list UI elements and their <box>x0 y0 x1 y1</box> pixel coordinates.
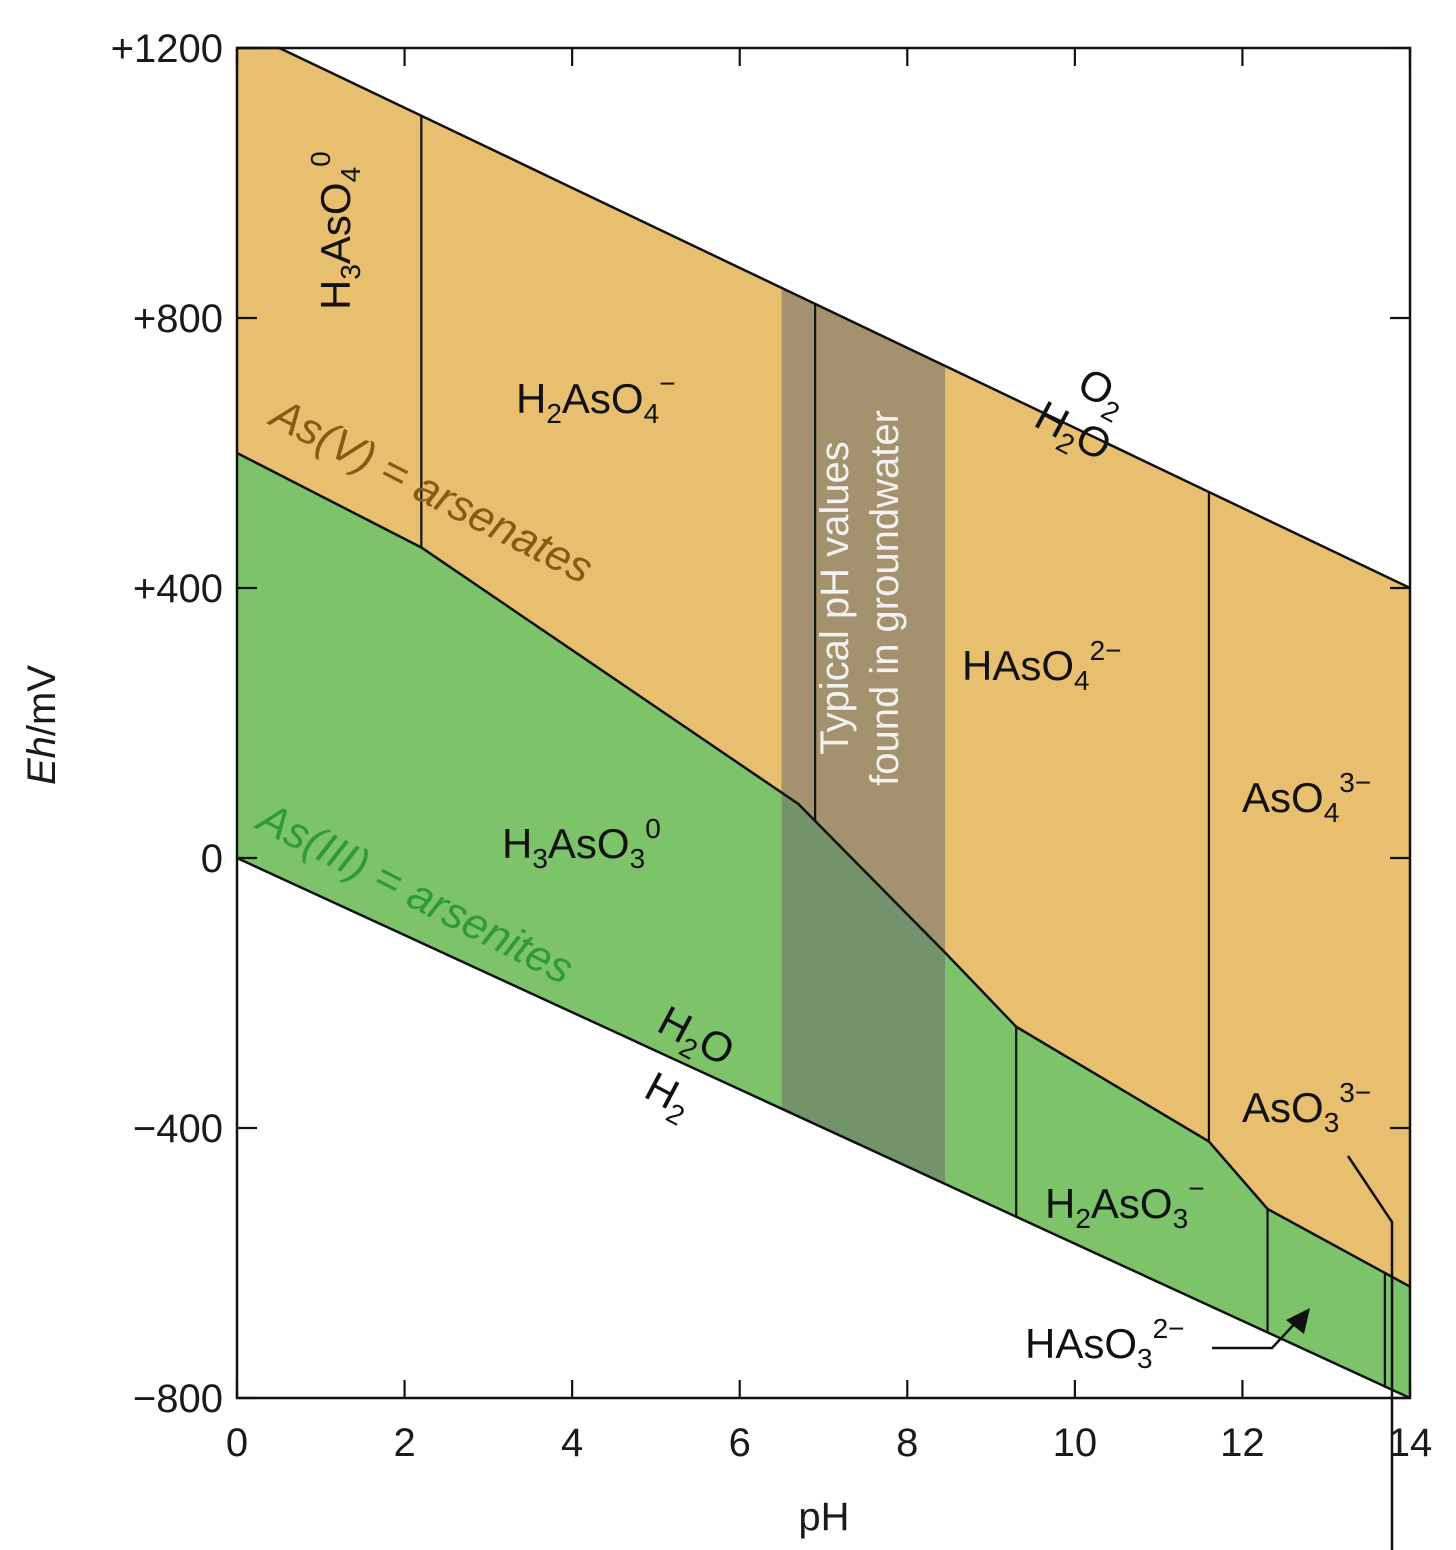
aso4-label: AsO43− <box>1242 767 1371 828</box>
x-tick-label: 2 <box>393 1421 415 1465</box>
o2-h2o-line <box>237 46 1411 590</box>
h2aso3-label: H2AsO3− <box>1045 1173 1205 1234</box>
x-tick-labels: 0 2 4 6 8 10 12 14 <box>226 1421 1432 1465</box>
x-tick-label: 8 <box>896 1421 918 1465</box>
h3aso4-label: H3AsO40 <box>305 151 366 310</box>
groundwater-band-label: Typical pH values found in groundwater <box>813 410 907 786</box>
haso3-label: HAsO32− <box>1025 1313 1185 1374</box>
band-text-line-1: Typical pH values <box>813 441 857 754</box>
aso3-label: AsO33− <box>1242 1077 1371 1138</box>
x-tick-label: 6 <box>729 1421 751 1465</box>
haso4-label: HAsO42− <box>962 635 1122 696</box>
h2aso4-label: H2AsO4− <box>516 368 676 429</box>
y-tick-label: +800 <box>133 297 223 341</box>
y-tick-label: +400 <box>133 567 223 611</box>
y-axis-title: Eh/mV <box>20 665 64 785</box>
plot-border <box>235 46 1412 1400</box>
y-tick-labels: +1200 +800 +400 0 −400 −800 <box>111 27 223 1421</box>
plot-frame <box>235 46 1412 1400</box>
x-tick-label: 0 <box>226 1421 248 1465</box>
x-axis-title: pH <box>798 1495 849 1539</box>
h2o-h2-line <box>236 856 1411 1400</box>
band-text-line-2: found in groundwater <box>863 410 907 786</box>
groundwater-band <box>781 287 945 1184</box>
x-tick-label: 4 <box>561 1421 583 1465</box>
x-tick-label: 10 <box>1053 1421 1098 1465</box>
x-tick-label: 14 <box>1388 1421 1433 1465</box>
h3aso3-label: H3AsO30 <box>502 813 661 874</box>
as5-as3-boundary-line <box>236 451 1411 1288</box>
haso3-leader-arrow <box>1212 1308 1310 1350</box>
aso3-leader-arrow <box>1346 1155 1394 1550</box>
boundary-lines <box>236 46 1411 1400</box>
stability-regions <box>237 48 1410 1398</box>
h2-lower-label: H2 <box>634 1062 700 1131</box>
y-tick-label: −400 <box>133 1107 223 1151</box>
y-tick-label: 0 <box>201 837 223 881</box>
y-tick-label: −800 <box>133 1377 223 1421</box>
y-tick-label: +1200 <box>111 27 223 71</box>
x-tick-label: 12 <box>1220 1421 1265 1465</box>
